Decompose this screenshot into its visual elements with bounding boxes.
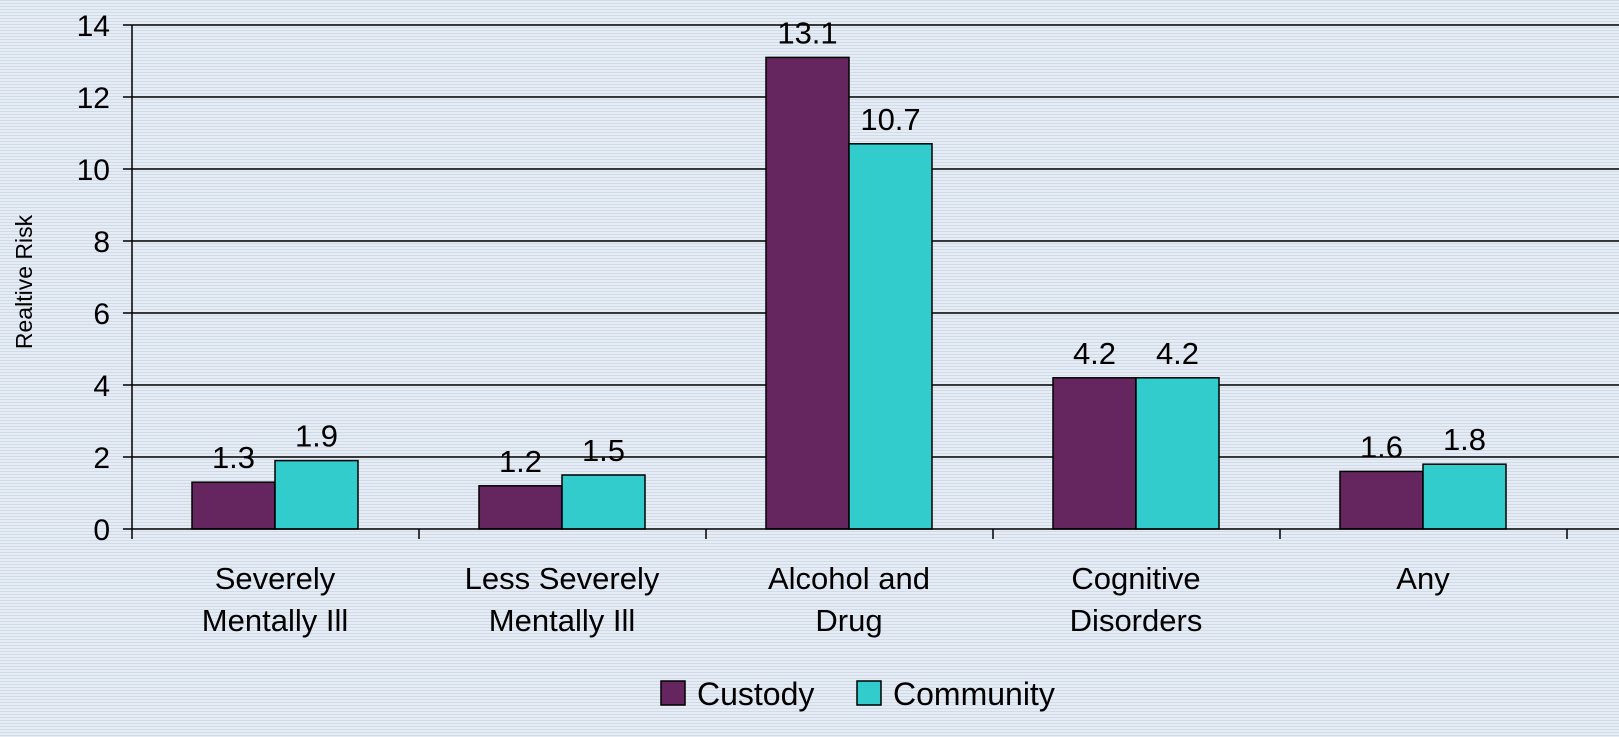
bar-custody [478, 485, 563, 530]
bar-custody [765, 56, 850, 530]
data-label: 1.5 [582, 433, 625, 468]
bar-community [1422, 463, 1507, 530]
x-tick-label: Cognitive Disorders [1070, 561, 1203, 638]
data-label: 1.3 [212, 440, 255, 475]
legend-label-custody: Custody [697, 676, 814, 712]
bar-custody [191, 481, 276, 530]
y-tick-label: 14 [77, 10, 110, 43]
x-tick-label: Less Severely Mentally Ill [465, 561, 660, 638]
data-labels: 1.3 1.9 1.2 1.5 13.1 10.7 4.2 4.2 1.6 1.8 [212, 15, 1486, 478]
data-label: 1.6 [1360, 429, 1403, 464]
y-tick-label: 8 [93, 226, 110, 259]
bar-community [1135, 377, 1220, 530]
legend-swatch-custody [660, 680, 686, 706]
legend-swatch-community [856, 680, 882, 706]
data-label: 10.7 [860, 102, 920, 137]
y-tick-label: 6 [93, 298, 110, 331]
y-tick-label: 10 [77, 154, 110, 187]
bar-community [561, 474, 646, 530]
data-label: 1.2 [499, 444, 542, 479]
data-label: 4.2 [1156, 336, 1199, 371]
x-tick-label: Alcohol and Drug [768, 561, 930, 638]
y-axis-title: Realtive Risk [11, 214, 37, 349]
bar-community [274, 459, 359, 530]
data-label: 13.1 [777, 15, 837, 50]
data-label: 1.9 [295, 419, 338, 454]
y-tick-label: 4 [93, 370, 110, 403]
x-tick-label: Any [1396, 561, 1450, 596]
bar-community [848, 143, 933, 530]
y-tick-label: 2 [93, 442, 110, 475]
axes: 0 2 4 6 8 10 12 14 Severely Mentally Ill Less Seve… [77, 10, 1619, 638]
data-label: 1.8 [1443, 422, 1486, 457]
data-label: 4.2 [1073, 336, 1116, 371]
bar-custody [1339, 470, 1424, 530]
x-tick-label: Severely Mentally Ill [202, 561, 348, 638]
y-tick-label: 0 [93, 514, 110, 547]
legend: Custody Community [660, 676, 1055, 712]
bars [191, 56, 1507, 530]
bar-custody [1052, 377, 1137, 530]
legend-label-community: Community [893, 676, 1055, 712]
y-tick-label: 12 [77, 82, 110, 115]
